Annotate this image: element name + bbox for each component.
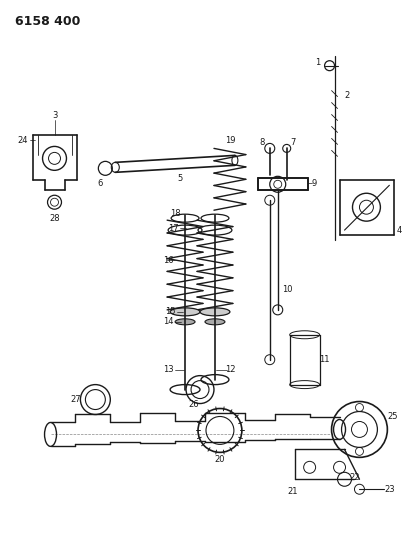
Text: 15: 15 [165,308,175,317]
Text: 7: 7 [290,138,295,147]
Text: 1: 1 [315,58,320,67]
Text: 22: 22 [349,473,360,482]
Text: 9: 9 [312,179,317,188]
Text: 23: 23 [384,484,395,494]
Text: 19: 19 [225,136,235,145]
Text: 10: 10 [282,285,293,294]
Text: 25: 25 [387,412,398,421]
Text: 20: 20 [215,455,225,464]
Text: 26: 26 [189,400,200,409]
Text: 21: 21 [288,487,298,496]
Text: 4: 4 [397,225,402,235]
Text: 12: 12 [225,365,235,374]
Text: 2: 2 [345,91,350,100]
Text: 16: 16 [163,255,173,264]
Ellipse shape [200,308,230,316]
Ellipse shape [175,319,195,325]
Text: 6158 400: 6158 400 [15,15,80,28]
Text: 28: 28 [49,214,60,223]
Text: 18: 18 [170,209,180,217]
Ellipse shape [205,319,225,325]
Text: 24: 24 [18,136,28,145]
Text: 13: 13 [163,365,173,374]
Ellipse shape [170,308,200,316]
Text: 14: 14 [163,317,173,326]
Text: 6: 6 [98,179,103,188]
Text: 8: 8 [259,138,264,147]
Text: 5: 5 [177,174,183,183]
Text: 11: 11 [319,355,330,364]
Text: 3: 3 [52,111,57,120]
Text: 17: 17 [168,224,178,232]
Text: 27: 27 [70,395,81,404]
